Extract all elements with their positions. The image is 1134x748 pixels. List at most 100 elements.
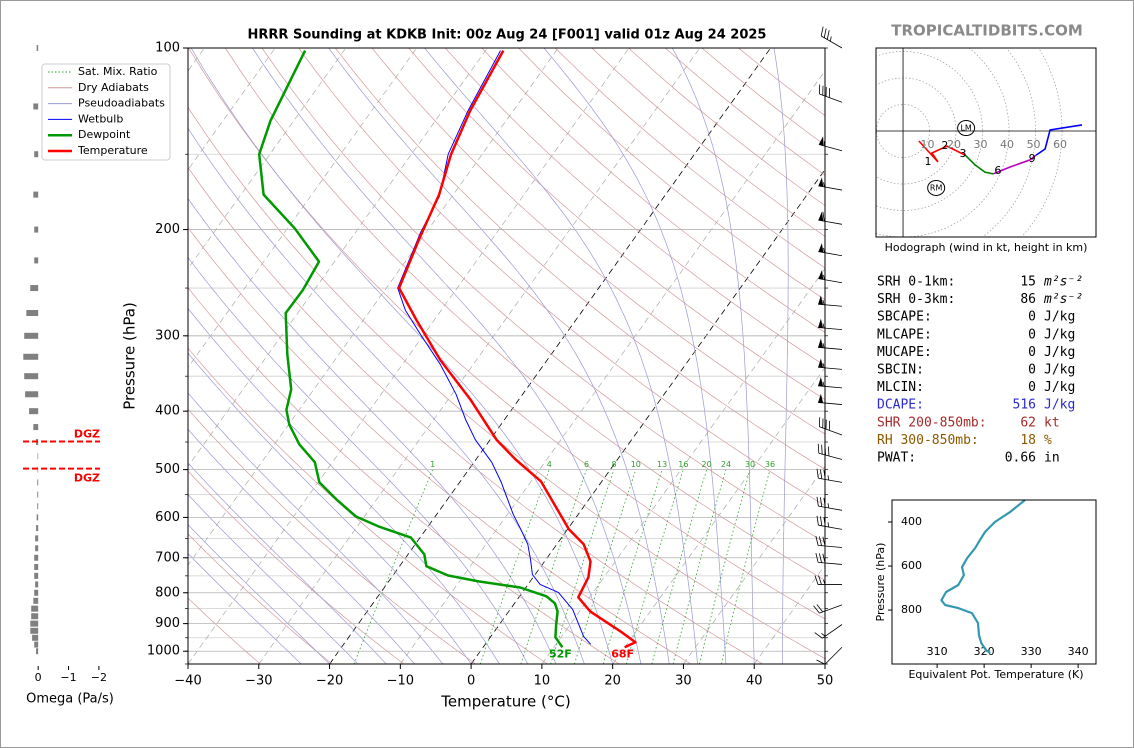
barb-staff bbox=[821, 35, 843, 49]
barb-feather bbox=[820, 497, 823, 507]
hodo-height-label: 9 bbox=[1029, 152, 1036, 165]
mixing-ratio-label: 6 bbox=[584, 460, 589, 469]
barb-feather bbox=[813, 605, 820, 614]
omega-bar bbox=[26, 310, 39, 317]
barb-half bbox=[823, 247, 825, 253]
hodo-ring-label: 50 bbox=[1027, 138, 1041, 151]
pseudoadiabat bbox=[190, 48, 614, 664]
omega-bar bbox=[30, 285, 39, 292]
barb-feather bbox=[816, 468, 819, 479]
isotherm bbox=[541, 267, 825, 664]
barb-feather bbox=[814, 632, 823, 639]
wind-barb bbox=[818, 243, 843, 257]
omega-bar bbox=[30, 620, 39, 627]
barb-feather bbox=[822, 211, 825, 222]
hodo-line bbox=[918, 140, 966, 163]
pseudoadiabat bbox=[188, 462, 387, 664]
wind-barb bbox=[818, 211, 843, 225]
index-unit: in bbox=[1044, 451, 1060, 466]
omega-bar bbox=[37, 491, 39, 498]
dry-adiabat bbox=[225, 48, 825, 581]
thetae-x-label: Equivalent Pot. Temperature (K) bbox=[908, 668, 1083, 681]
wind-barb bbox=[820, 26, 843, 49]
index-unit: kt bbox=[1044, 415, 1060, 430]
watermark: TROPICALTIDBITS.COM bbox=[891, 22, 1083, 40]
index-unit: m²s⁻² bbox=[1043, 275, 1083, 290]
x-tick-label: 50 bbox=[817, 674, 834, 689]
hodo-line bbox=[1035, 124, 1083, 156]
barb-feather bbox=[823, 516, 826, 527]
index-label: DCAPE: bbox=[877, 398, 924, 413]
indices-table: SRH 0-1km: 15 m²s⁻² SRH 0-3km: 86 m²s⁻² SBCAPE… bbox=[877, 275, 1083, 466]
omega-bar bbox=[32, 634, 39, 641]
wind-barb bbox=[816, 515, 843, 530]
barb-feather bbox=[822, 553, 826, 564]
barb-feather bbox=[823, 28, 827, 38]
wind-barb bbox=[818, 377, 843, 389]
dgz-label: DGZ bbox=[74, 427, 100, 440]
y-tick-label: 100 bbox=[155, 41, 180, 56]
pseudoadiabat bbox=[773, 48, 789, 664]
index-unit: J/kg bbox=[1044, 345, 1075, 360]
barb-feather bbox=[817, 443, 820, 454]
wind-barb bbox=[818, 177, 843, 191]
barb-feather bbox=[816, 496, 819, 507]
mixing-ratio-label: 24 bbox=[721, 460, 731, 469]
barb-feather bbox=[816, 659, 826, 665]
omega-bar bbox=[34, 151, 39, 158]
y-axis-label: Pressure (hPa) bbox=[121, 302, 139, 410]
thetae-y-tick-label: 800 bbox=[901, 603, 922, 616]
dry-adiabat bbox=[371, 48, 825, 435]
hodograph-area bbox=[876, 48, 1096, 237]
barb-half bbox=[823, 182, 825, 188]
barb-half bbox=[823, 274, 825, 280]
barb-half bbox=[822, 343, 825, 348]
barb-flag bbox=[818, 393, 824, 403]
isotherm bbox=[683, 465, 825, 664]
index-unit: J/kg bbox=[1044, 380, 1075, 395]
barb-staff bbox=[818, 524, 843, 530]
omega-bar bbox=[31, 613, 39, 620]
wind-barb bbox=[818, 270, 843, 284]
barb-half bbox=[827, 522, 830, 528]
x-tick-label: −30 bbox=[245, 674, 272, 689]
barb-half bbox=[822, 381, 825, 387]
y-tick-label: 700 bbox=[155, 550, 180, 565]
index-unit: m²s⁻² bbox=[1043, 292, 1083, 307]
thermo-background bbox=[188, 48, 825, 664]
omega-bar bbox=[24, 332, 39, 339]
barb-staff bbox=[818, 561, 843, 565]
isotherm bbox=[188, 48, 488, 467]
pseudoadiabat bbox=[188, 197, 557, 664]
wind-barb bbox=[818, 295, 843, 307]
storm-motion-marker bbox=[957, 120, 976, 137]
barb-staff bbox=[819, 604, 843, 614]
y-tick-label: 600 bbox=[155, 510, 180, 525]
barb-feather bbox=[826, 30, 830, 40]
thetae-frame bbox=[891, 499, 1097, 665]
barb-feather bbox=[821, 444, 823, 455]
thetae-y-tick-label: 400 bbox=[901, 515, 922, 528]
wind-barb bbox=[814, 624, 843, 639]
index-value: 15 bbox=[1020, 275, 1036, 290]
omega-bar bbox=[33, 424, 39, 431]
barb-staff bbox=[819, 426, 843, 436]
mixing-ratio-label: 36 bbox=[765, 460, 775, 469]
legend-label: Pseudoadiabats bbox=[78, 97, 165, 110]
index-label: RH 300-850mb: bbox=[877, 433, 979, 448]
omega-bar bbox=[37, 453, 39, 460]
wind-barb bbox=[816, 468, 843, 483]
surface-label: 68F bbox=[611, 647, 634, 660]
omega-tick-label: −2 bbox=[91, 671, 107, 684]
barb-half bbox=[827, 475, 830, 481]
dry-adiabat bbox=[481, 48, 825, 333]
barb-staff bbox=[818, 505, 843, 511]
barb-staff bbox=[818, 251, 843, 257]
storm-motion-marker bbox=[927, 179, 946, 196]
index-label: MLCAPE: bbox=[877, 327, 932, 342]
barb-flag bbox=[818, 211, 824, 221]
thetae-x-tick-label: 320 bbox=[974, 645, 995, 658]
index-value: 516 bbox=[1013, 398, 1036, 413]
dry-adiabat bbox=[188, 106, 825, 660]
mixing-ratio-line bbox=[699, 469, 751, 664]
